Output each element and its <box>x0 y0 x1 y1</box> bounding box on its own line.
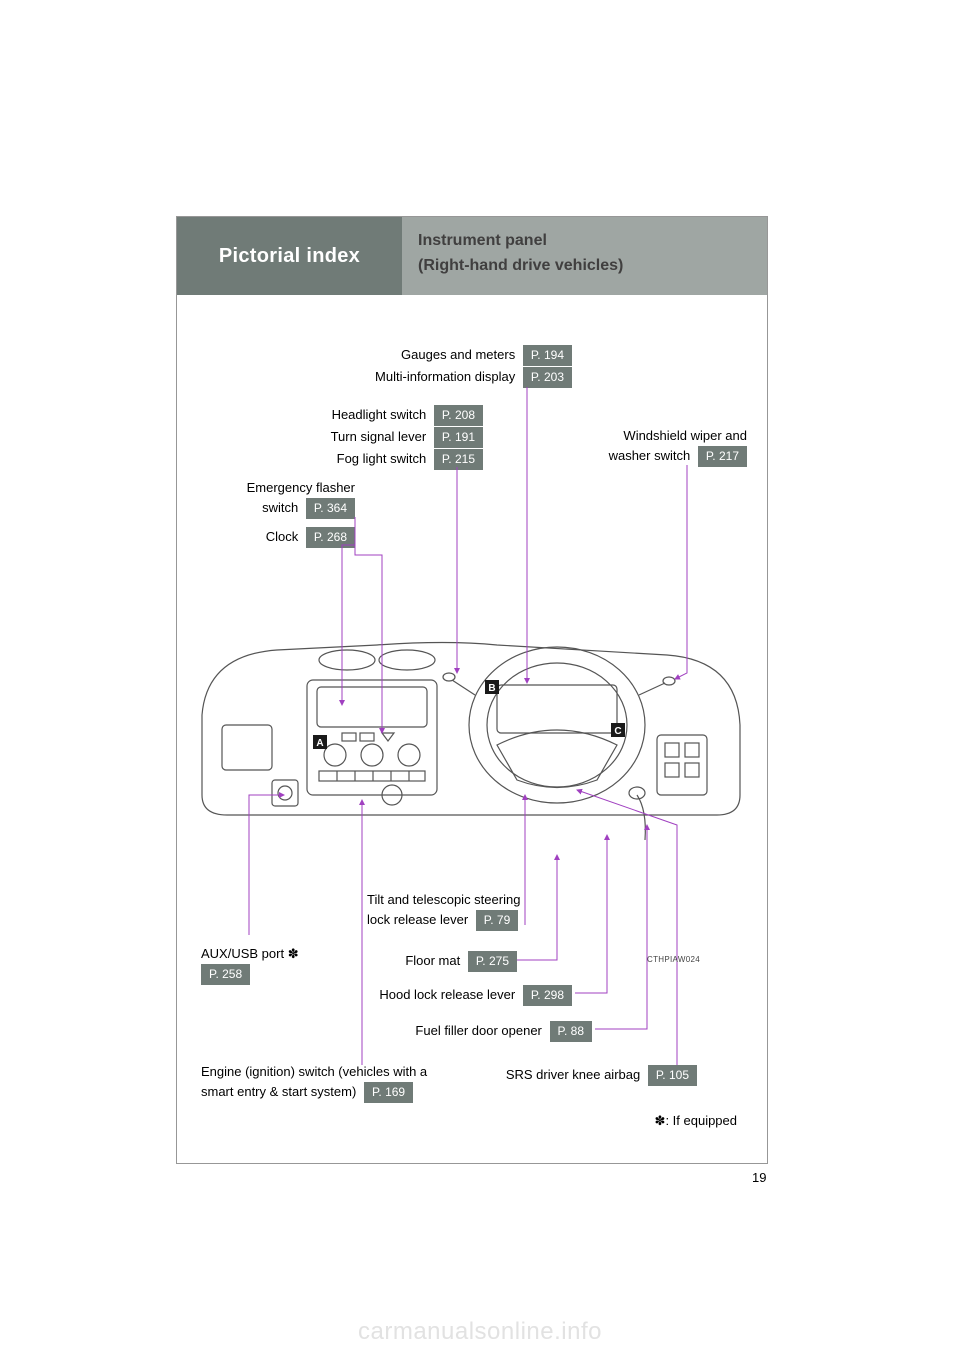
label-ignition: Engine (ignition) switch (vehicles with … <box>201 1063 481 1103</box>
pageref-srs[interactable]: P. 105 <box>648 1065 697 1086</box>
content-area: Gauges and meters P. 194 Multi-informati… <box>177 295 767 1163</box>
pageref-fog-light[interactable]: P. 215 <box>434 449 483 470</box>
page-number: 19 <box>752 1170 766 1185</box>
label-srs: SRS driver knee airbag P. 105 <box>506 1065 697 1086</box>
pageref-multi-info[interactable]: P. 203 <box>523 367 572 388</box>
header: Pictorial index Instrument panel (Right-… <box>177 217 767 295</box>
pageref-emergency[interactable]: P. 364 <box>306 498 355 519</box>
label-fog-light: Fog light switch P. 215 <box>337 449 483 470</box>
pageref-clock[interactable]: P. 268 <box>306 527 355 548</box>
pageref-wiper[interactable]: P. 217 <box>698 446 747 467</box>
label-turn-signal: Turn signal lever P. 191 <box>331 427 483 448</box>
label-emergency: Emergency flasher switch P. 364 <box>247 479 355 519</box>
subtitle-line1: Instrument panel <box>418 232 547 249</box>
label-multi-info: Multi-information display P. 203 <box>375 367 572 388</box>
svg-text:C: C <box>614 726 621 737</box>
label-wiper: Windshield wiper and washer switch P. 21… <box>609 427 747 467</box>
label-headlight: Headlight switch P. 208 <box>332 405 483 426</box>
pageref-tilt[interactable]: P. 79 <box>476 910 518 931</box>
dashboard-diagram: A B C <box>197 595 745 855</box>
pageref-floor-mat[interactable]: P. 275 <box>468 951 517 972</box>
subsection-title: Instrument panel (Right-hand drive vehic… <box>402 217 767 295</box>
pageref-aux[interactable]: P. 258 <box>201 964 250 985</box>
svg-text:A: A <box>316 738 323 749</box>
label-gauges: Gauges and meters P. 194 <box>401 345 572 366</box>
manual-page: Pictorial index Instrument panel (Right-… <box>176 216 768 1164</box>
watermark: carmanualsonline.info <box>0 1318 960 1346</box>
diagram-code: CTHPIAW024 <box>647 955 700 964</box>
section-title: Pictorial index <box>177 217 402 295</box>
svg-text:B: B <box>488 683 495 694</box>
label-floor-mat: Floor mat P. 275 <box>405 951 517 972</box>
label-tilt: Tilt and telescopic steering lock releas… <box>367 891 520 931</box>
label-hood: Hood lock release lever P. 298 <box>379 985 572 1006</box>
label-fuel: Fuel filler door opener P. 88 <box>415 1021 592 1042</box>
label-clock: Clock P. 268 <box>266 527 355 548</box>
pageref-hood[interactable]: P. 298 <box>523 985 572 1006</box>
pageref-headlight[interactable]: P. 208 <box>434 405 483 426</box>
pageref-turn-signal[interactable]: P. 191 <box>434 427 483 448</box>
label-aux: AUX/USB port ✽ P. 258 <box>201 945 299 985</box>
subtitle-line2: (Right-hand drive vehicles) <box>418 257 623 274</box>
pageref-fuel[interactable]: P. 88 <box>550 1021 592 1042</box>
pageref-gauges[interactable]: P. 194 <box>523 345 572 366</box>
footnote: ✽: If equipped <box>655 1113 737 1129</box>
pageref-ignition[interactable]: P. 169 <box>364 1082 413 1103</box>
